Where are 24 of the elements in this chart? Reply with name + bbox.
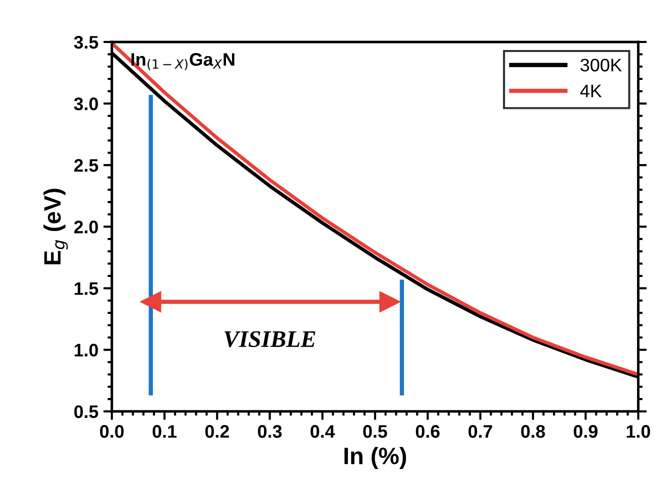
legend-label: 300K	[580, 58, 622, 72]
y-tick-label: 1.5	[74, 282, 98, 295]
x-tick-label: 0.6	[416, 425, 440, 438]
x-tick-label: 0.3	[258, 425, 282, 438]
x-tick-label: 0.4	[310, 425, 335, 438]
y-tick-label: 1.0	[74, 344, 98, 357]
x-tick-label: 0.2	[205, 425, 229, 438]
annotation: VISIBLE	[224, 331, 316, 348]
x-tick-label: 0.8	[521, 425, 545, 438]
x-tick-label: 0.5	[363, 425, 388, 438]
x-tick-label: 0.1	[152, 425, 177, 438]
y-tick-label: 3.5	[74, 36, 98, 49]
legend-label: 4K	[580, 84, 602, 98]
x-axis-title: In (%)	[344, 446, 406, 469]
x-tick-label: 0.7	[468, 425, 492, 438]
x-tick-label: 0.0	[100, 425, 124, 438]
y-tick-label: 2.0	[74, 220, 98, 234]
x-tick-label: 0.9	[574, 425, 598, 438]
y-tick-label: 2.5	[74, 159, 98, 172]
y-tick-label: 3.0	[74, 97, 98, 110]
y-axis-title: E$_{g}$ (eV)	[43, 188, 68, 264]
annotation: In$_{(1−X)}$Ga$_{X}$N	[131, 53, 234, 70]
y-tick-label: 0.5	[74, 405, 98, 418]
x-tick-label: 1.0	[626, 425, 650, 438]
